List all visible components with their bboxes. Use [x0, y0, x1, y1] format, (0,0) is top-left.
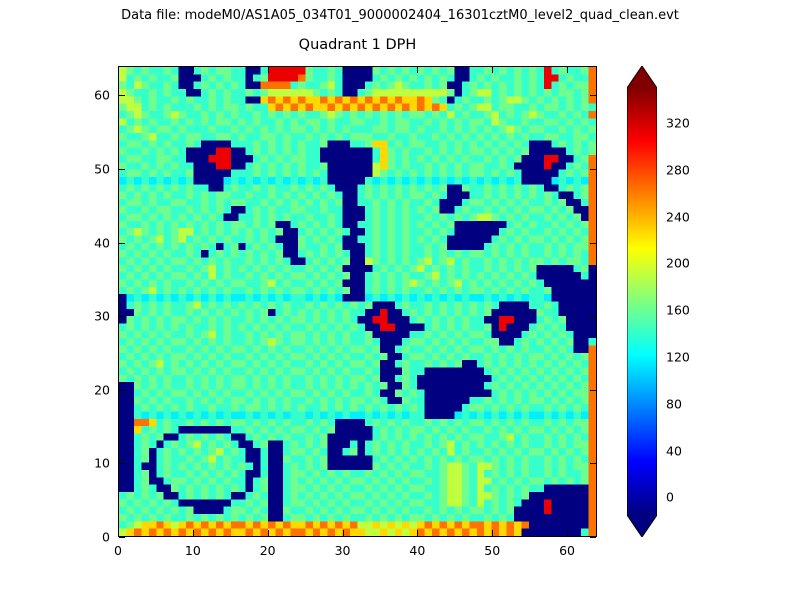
- colorbar-tick-label: 160: [666, 302, 690, 318]
- x-tick-label: 60: [559, 543, 576, 558]
- y-tick-mark: [119, 169, 125, 171]
- y-tick-mark-right: [590, 95, 596, 97]
- colorbar-upper-arrow: [627, 66, 657, 88]
- colorbar-tick-label: 280: [666, 162, 690, 178]
- x-tick-label: 50: [484, 543, 501, 558]
- y-tick-mark-right: [590, 463, 596, 465]
- colorbar-gradient: [627, 88, 657, 515]
- colorbar-tick-label: 320: [666, 115, 690, 131]
- heatmap-axes: [118, 66, 597, 537]
- colorbar-tick-label: 120: [666, 349, 690, 365]
- x-tick-mark: [118, 530, 119, 536]
- x-tick-mark: [192, 530, 194, 536]
- colorbar-tick-label: 240: [666, 209, 690, 225]
- y-tick-mark-right: [590, 316, 596, 318]
- y-tick-mark: [119, 389, 125, 391]
- colorbar: [627, 66, 657, 537]
- x-tick-mark-top: [417, 67, 419, 73]
- y-tick-label: 10: [94, 455, 110, 471]
- colorbar-tick-label: 40: [666, 443, 682, 459]
- y-tick-mark: [119, 95, 125, 97]
- y-tick-label: 40: [94, 235, 110, 251]
- x-tick-mark-top: [192, 67, 194, 73]
- x-tick-label: 30: [334, 543, 351, 558]
- y-tick-label: 30: [94, 308, 110, 324]
- x-tick-label: 40: [409, 543, 426, 558]
- heatmap-canvas: [119, 67, 596, 536]
- colorbar-tick-label: 80: [666, 396, 682, 412]
- y-tick-label: 0: [102, 529, 110, 545]
- y-tick-label: 20: [94, 382, 110, 398]
- x-tick-label: 0: [114, 543, 122, 558]
- x-tick-mark: [342, 530, 344, 536]
- x-tick-mark-top: [267, 67, 269, 73]
- x-tick-label: 20: [259, 543, 276, 558]
- x-tick-mark-top: [492, 67, 494, 73]
- data-file-label: Data file: modeM0/AS1A05_034T01_90000024…: [121, 8, 679, 23]
- y-tick-mark-right: [590, 242, 596, 244]
- y-tick-label: 60: [94, 87, 110, 103]
- y-tick-mark: [119, 316, 125, 318]
- x-tick-mark: [567, 530, 569, 536]
- colorbar-tick-label: 0: [666, 489, 674, 505]
- y-tick-mark: [119, 242, 125, 244]
- x-tick-mark: [417, 530, 419, 536]
- x-tick-mark: [492, 530, 494, 536]
- y-tick-mark-right: [590, 389, 596, 391]
- x-tick-mark-top: [567, 67, 569, 73]
- y-tick-mark: [119, 537, 125, 538]
- y-tick-mark-right: [590, 169, 596, 171]
- y-tick-mark-right: [590, 537, 596, 538]
- plot-title: Quadrant 1 DPH: [298, 37, 417, 53]
- x-tick-label: 10: [184, 543, 201, 558]
- x-tick-mark-top: [342, 67, 344, 73]
- y-tick-mark: [119, 463, 125, 465]
- y-tick-label: 50: [94, 161, 110, 177]
- x-tick-mark: [267, 530, 269, 536]
- colorbar-lower-arrow: [627, 515, 657, 537]
- x-tick-mark-top: [118, 67, 119, 73]
- colorbar-tick-label: 200: [666, 255, 690, 271]
